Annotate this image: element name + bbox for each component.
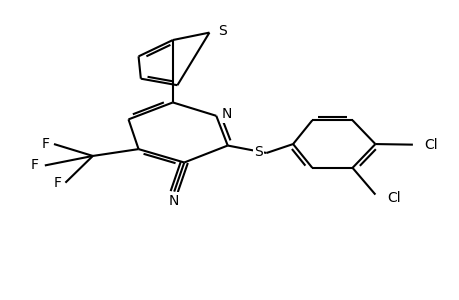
Text: F: F <box>53 176 61 190</box>
Text: Cl: Cl <box>423 138 437 152</box>
Text: Cl: Cl <box>386 190 400 205</box>
Text: N: N <box>168 194 179 208</box>
Text: F: F <box>42 137 50 151</box>
Text: N: N <box>221 107 231 121</box>
Text: S: S <box>218 24 226 38</box>
Text: F: F <box>31 158 39 172</box>
Text: S: S <box>254 146 263 159</box>
